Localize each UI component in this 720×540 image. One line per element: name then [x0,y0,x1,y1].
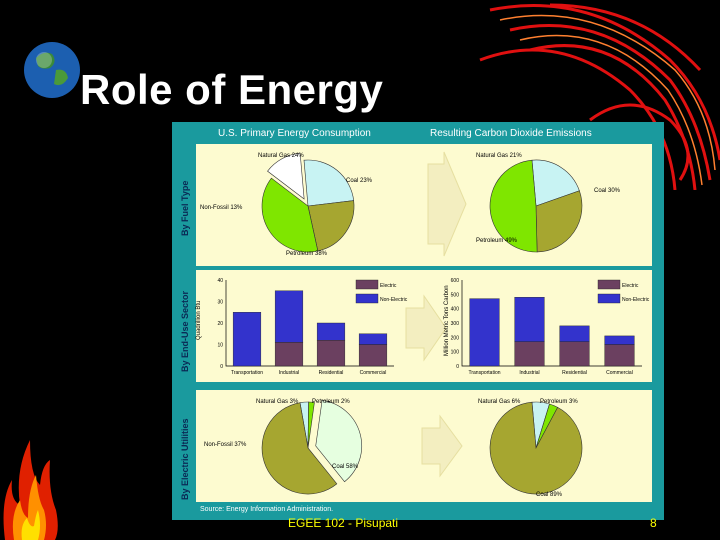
bar-residential-electric [316,339,346,367]
y-tick-label: 20 [217,321,223,327]
label-util-petroleum-2: Petroleum 2% [312,399,350,405]
bar-industrial-electric [514,341,545,367]
legend-label: Non-Electric [380,297,408,303]
bar-residential-electric [559,341,590,367]
legend-label: Electric [380,283,397,289]
pie-slice-petroleum [489,159,538,253]
pie-slice-coal [307,200,355,252]
y-tick-label: 0 [456,364,459,370]
y-tick-label: 10 [217,343,223,349]
energy-figure: U.S. Primary Energy Consumption Resultin… [172,122,664,520]
globe-icon [24,42,80,98]
pie-slice-coal [535,190,583,253]
page-number: 8 [650,516,657,530]
label-petroleum-49: Petroleum 49% [476,238,518,244]
label-coal-30: Coal 30% [594,188,621,194]
pie-slice-petroleum [261,177,319,253]
legend-label: Electric [622,283,639,289]
pie-slice-non-fossil [315,399,362,483]
x-tick-label: Industrial [519,370,539,376]
pie-slice-natural-gas [531,159,580,207]
left-column-header: U.S. Primary Energy Consumption [218,128,371,139]
x-tick-label: Commercial [360,370,387,376]
right-column-header: Resulting Carbon Dioxide Emissions [430,128,592,139]
bar-commercial-non-electric [604,335,635,345]
bar-industrial-non-electric [274,290,304,343]
pie-emissions-fuel [489,159,583,253]
legend-swatch [597,293,621,304]
label-non-fossil-13: Non-Fossil 13% [200,205,243,211]
y-tick-label: 300 [451,321,460,327]
bar-chart-emissions-sector: 600 500 400 300 200 100 0 Transportation Industr… [451,278,650,376]
y-tick-label: 600 [451,278,460,284]
pie-slice-non-fossil [267,152,305,200]
end-use-panel: 40 30 20 10 0 Transportation Industrial Residen… [196,270,652,382]
fuel-arrow [427,151,467,257]
x-tick-label: Transportation [468,370,500,376]
x-tick-label: Industrial [279,370,299,376]
label-coal-23: Coal 23% [346,178,373,184]
bar-residential-non-electric [559,325,590,342]
label-util-natural-gas-3: Natural Gas 3% [256,399,299,405]
label-petroleum-38: Petroleum 38% [286,251,328,257]
y-tick-label: 400 [451,307,460,313]
pie-emissions-utilities [489,401,583,495]
legend-swatch [355,293,379,304]
label-util-coal-58: Coal 58% [332,464,359,470]
swirl-decoration [479,3,720,190]
legend-label: Non-Electric [622,297,650,303]
left-axis-title: Quadrillion Btu [196,300,202,340]
row-label-fuel: By Fuel Type [180,180,190,236]
slide-title: Role of Energy [80,66,384,113]
pie-slice-coal [261,402,338,495]
sector-arrow [405,294,447,362]
x-tick-label: Residential [319,370,344,376]
y-tick-label: 100 [451,350,460,356]
bar-commercial-electric [604,344,635,367]
y-tick-label: 0 [220,364,223,370]
pie-slice-petroleum [307,401,315,449]
utilities-panel: Natural Gas 3% Petroleum 2% Non-Fossil 3… [196,390,652,502]
pie-consumption-utilities [261,399,362,495]
bar-chart-consumption-sector: 40 30 20 10 0 Transportation Industrial Residen… [217,278,407,376]
legend-swatch [597,279,621,290]
bar-residential-non-electric [316,322,346,341]
footer-text: EGEE 102 - Pisupati [288,516,399,530]
pie-slice-natural-gas [303,159,355,207]
fuel-type-panel: Natural Gas 24% Coal 23% Non-Fossil 13% … [196,144,652,266]
bar-commercial-non-electric [358,333,388,345]
bar-industrial-non-electric [514,297,545,342]
label-util-non-fossil-37: Non-Fossil 37% [204,442,247,448]
source-note: Source: Energy Information Administratio… [200,506,334,513]
label-natural-gas-21: Natural Gas 21% [476,153,522,159]
y-tick-label: 30 [217,300,223,306]
fire-icon [3,440,58,540]
bar-transportation-non-electric [469,298,500,367]
bar-commercial-electric [358,344,388,367]
legend-swatch [355,279,379,290]
label-util-petroleum-3: Petroleum 3% [540,399,578,405]
x-tick-label: Commercial [606,370,633,376]
x-tick-label: Transportation [231,370,263,376]
y-tick-label: 500 [451,292,460,298]
row-label-utilities: By Electric Utilities [180,418,190,500]
right-axis-title: Million Metric Tons Carbon [444,285,450,356]
pie-slice-coal [489,401,583,495]
label-util-coal-89: Coal 89% [536,492,563,498]
label-natural-gas-24: Natural Gas 24% [258,153,304,159]
pie-consumption-fuel [261,152,355,253]
bar-industrial-electric [274,342,304,367]
y-tick-label: 200 [451,335,460,341]
bar-transportation-non-electric [232,312,262,367]
y-tick-label: 40 [217,278,223,284]
utilities-arrow [421,414,463,478]
row-label-sector: By End-Use Sector [180,290,190,372]
x-tick-label: Residential [562,370,587,376]
label-util-natural-gas-6: Natural Gas 6% [478,399,521,405]
